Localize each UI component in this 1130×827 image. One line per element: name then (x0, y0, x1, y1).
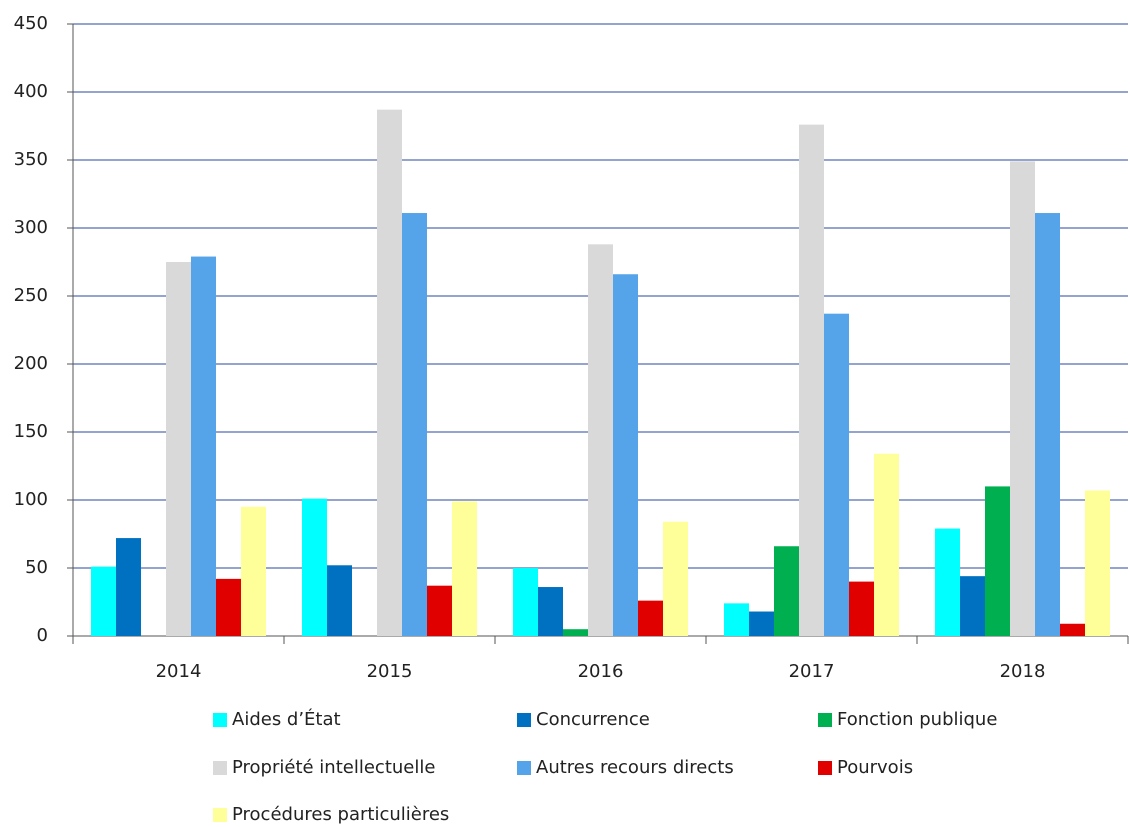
bar (241, 506, 266, 636)
legend-swatch (517, 761, 531, 775)
y-tick-label: 400 (14, 81, 48, 102)
legend-swatch (213, 808, 227, 822)
bar (1085, 490, 1110, 636)
legend-label: Pourvois (837, 757, 913, 778)
y-tick-label: 450 (14, 13, 48, 34)
y-tick-label: 100 (14, 489, 48, 510)
bar (191, 256, 216, 636)
bar (985, 486, 1010, 636)
y-tick-label: 350 (14, 149, 48, 170)
y-tick-label: 300 (14, 217, 48, 238)
x-tick-label: 2014 (156, 661, 202, 682)
bar (216, 578, 241, 636)
bar (613, 274, 638, 636)
bar (749, 611, 774, 636)
bar (774, 546, 799, 636)
bar (327, 565, 352, 636)
x-tick-label: 2017 (789, 661, 835, 682)
bar (452, 501, 477, 636)
bar (824, 313, 849, 636)
bar (538, 587, 563, 636)
legend-label: Propriété intellectuelle (232, 757, 435, 778)
bar (1035, 213, 1060, 637)
bar (116, 538, 141, 636)
bar (402, 213, 427, 637)
bar (588, 244, 613, 636)
bar (427, 585, 452, 636)
bar (724, 603, 749, 636)
bar (377, 109, 402, 637)
legend-label: Autres recours directs (536, 757, 734, 778)
bar (563, 629, 588, 636)
y-tick-label: 200 (14, 353, 48, 374)
bar (302, 498, 327, 636)
bar (874, 453, 899, 636)
bar (960, 576, 985, 636)
legend-swatch (517, 713, 531, 727)
bar (1010, 161, 1035, 637)
legend-swatch (213, 713, 227, 727)
legend-label: Concurrence (536, 709, 650, 730)
bar (663, 521, 688, 636)
bar (935, 528, 960, 636)
bar (638, 600, 663, 636)
legend-swatch (818, 761, 832, 775)
bar (91, 566, 116, 636)
bar (849, 581, 874, 636)
y-tick-label: 50 (25, 557, 48, 578)
y-tick-label: 0 (37, 625, 48, 646)
legend-swatch (818, 713, 832, 727)
bar (513, 568, 538, 636)
y-tick-label: 150 (14, 421, 48, 442)
bar (166, 262, 191, 636)
legend-label: Procédures particulières (232, 804, 449, 825)
x-tick-label: 2015 (367, 661, 413, 682)
legend-label: Fonction publique (837, 709, 997, 730)
legend-swatch (213, 761, 227, 775)
x-tick-label: 2016 (578, 661, 624, 682)
y-tick-label: 250 (14, 285, 48, 306)
bar (1060, 623, 1085, 636)
bar (799, 124, 824, 636)
x-tick-label: 2018 (1000, 661, 1046, 682)
legend-label: Aides d’État (232, 708, 341, 730)
